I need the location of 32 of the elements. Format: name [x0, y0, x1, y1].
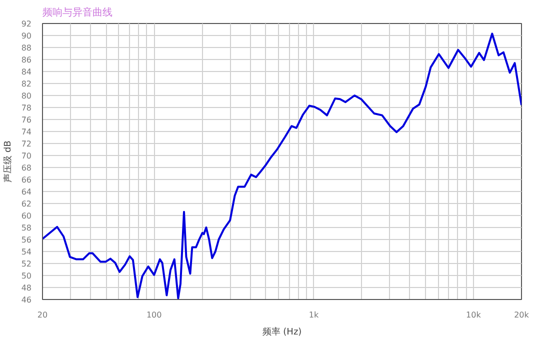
y-tick-label: 60 — [21, 212, 32, 220]
y-tick-label: 50 — [21, 272, 32, 280]
y-tick-label: 82 — [21, 80, 32, 88]
y-tick-label: 64 — [21, 188, 32, 196]
x-tick-label: 20 — [37, 310, 48, 320]
y-tick-label: 46 — [21, 296, 32, 304]
x-tick-label: 1k — [308, 310, 319, 320]
y-tick-label: 80 — [21, 92, 32, 100]
chart-title: 频响与异音曲线 — [42, 6, 112, 18]
y-tick-label: 48 — [21, 284, 32, 292]
y-tick-label: 74 — [21, 128, 32, 136]
y-tick-label: 70 — [21, 152, 32, 160]
y-tick-label: 90 — [21, 32, 32, 40]
y-tick-label: 58 — [21, 224, 32, 232]
y-tick-label: 62 — [21, 200, 32, 208]
y-axis-title: 声压级 dB — [2, 140, 14, 182]
y-tick-label: 72 — [21, 140, 32, 148]
y-tick-label: 78 — [21, 104, 32, 112]
x-axis-title: 频率 (Hz) — [262, 326, 302, 338]
y-tick-label: 84 — [21, 68, 32, 76]
y-tick-label: 54 — [21, 248, 32, 256]
y-tick-label: 56 — [21, 236, 32, 244]
y-tick-label: 86 — [21, 56, 32, 64]
y-tick-label: 76 — [21, 116, 32, 124]
y-tick-label: 52 — [21, 260, 32, 268]
y-tick-label: 68 — [21, 164, 32, 172]
y-tick-label: 66 — [21, 176, 32, 184]
x-tick-label: 100 — [146, 310, 162, 320]
y-tick-label: 92 — [21, 20, 32, 28]
x-tick-label: 20k — [514, 310, 530, 320]
y-tick-label: 88 — [21, 44, 32, 52]
x-tick-label: 10k — [466, 310, 482, 320]
